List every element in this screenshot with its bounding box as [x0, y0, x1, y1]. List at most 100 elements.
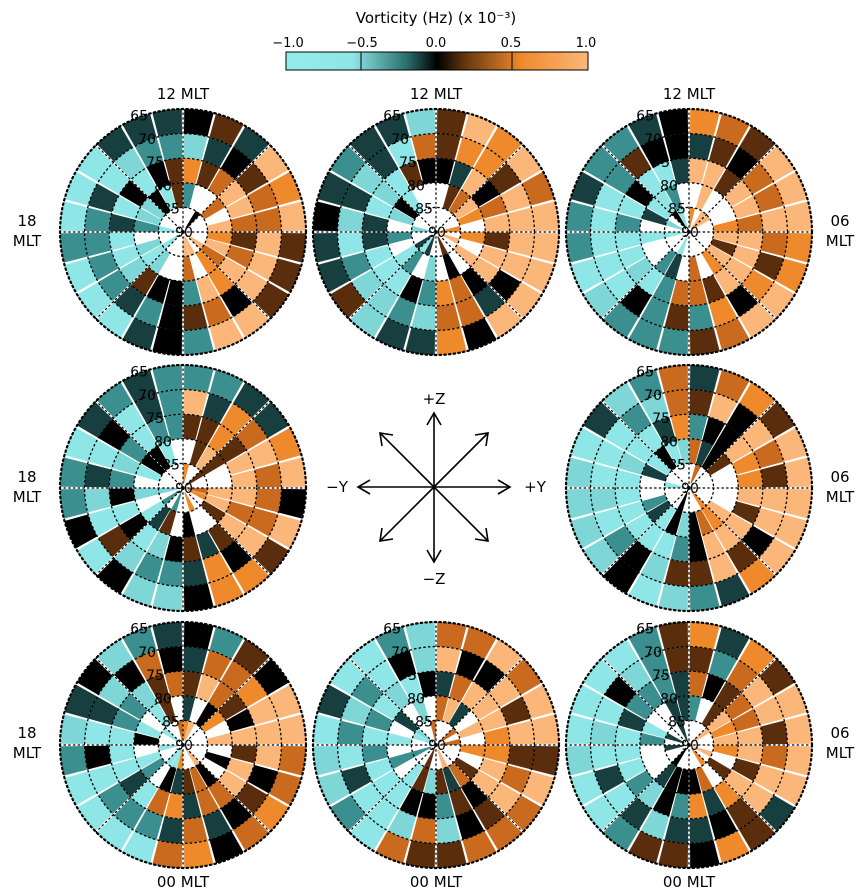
vorticity-cell: [208, 424, 235, 453]
vorticity-cell: [708, 809, 738, 840]
vorticity-cell: [208, 681, 235, 710]
vorticity-cell: [60, 714, 88, 745]
latitude-label: 75: [652, 668, 670, 684]
vorticity-cell: [590, 745, 618, 770]
vorticity-cell: [209, 626, 244, 660]
mlt-labels: 12 MLT 12 MLT 12 MLT 18 MLT 18 MLT 18 ML…: [13, 85, 855, 891]
vorticity-cell: [637, 523, 664, 552]
vorticity-cell: [278, 488, 306, 519]
vorticity-cell: [375, 113, 410, 147]
colorbar-tick-label: 0.5: [501, 36, 522, 51]
vorticity-cell: [417, 158, 436, 185]
mlt-meridian: [182, 144, 271, 233]
dial-pos-z: 65 70 75 80 85 90: [311, 107, 561, 357]
mlt-meridian: [182, 400, 271, 489]
vorticity-cell: [414, 727, 433, 743]
vorticity-cell: [131, 267, 158, 296]
vorticity-cell: [637, 267, 664, 296]
vorticity-cell: [122, 573, 157, 607]
arrowhead: [426, 549, 442, 564]
vorticity-cell: [459, 745, 486, 758]
vorticity-cell: [204, 751, 231, 770]
vorticity-cell: [278, 457, 306, 488]
vorticity-cell: [384, 780, 411, 809]
vorticity-cell: [739, 558, 776, 594]
vorticity-cell: [615, 469, 642, 488]
vorticity-cell: [590, 232, 618, 257]
mlt-meridian: [435, 657, 524, 746]
vorticity-cell: [500, 696, 531, 726]
vorticity-cell: [689, 303, 714, 331]
vorticity-cell: [690, 464, 702, 484]
vorticity-cell: [200, 710, 226, 733]
vorticity-cell: [566, 457, 594, 488]
mlt-meridian: [182, 657, 271, 746]
vorticity-cell: [412, 746, 432, 758]
vorticity-cell: [459, 232, 486, 245]
arrowhead: [356, 479, 371, 495]
vorticity-cell: [689, 109, 720, 137]
latitude-label: 90: [175, 481, 193, 497]
vorticity-cell: [590, 488, 618, 513]
vorticity-cell: [317, 258, 351, 293]
vorticity-cell: [658, 109, 689, 137]
vorticity-cell: [183, 158, 202, 185]
vorticity-cell: [691, 491, 707, 510]
vorticity-cell: [640, 137, 670, 168]
vorticity-cell: [507, 720, 535, 745]
latitude-label: 80: [660, 178, 678, 194]
vorticity-cell: [208, 780, 235, 809]
vorticity-cell: [471, 693, 500, 720]
vorticity-cell: [111, 451, 141, 475]
vorticity-cell: [152, 327, 183, 355]
vorticity-cell: [628, 113, 663, 147]
vorticity-cell: [774, 514, 808, 549]
vorticity-cell: [423, 749, 435, 769]
vorticity-cell: [134, 650, 164, 681]
vorticity-cell: [233, 302, 270, 338]
vorticity-cell: [625, 770, 654, 797]
vorticity-cell: [183, 414, 202, 441]
vorticity-cell: [784, 232, 812, 263]
vorticity-cell: [119, 257, 148, 284]
vorticity-cell: [278, 714, 306, 745]
mlt-meridian: [348, 144, 437, 233]
vorticity-cell: [500, 764, 531, 794]
vorticity-cell: [133, 732, 160, 745]
vorticity-cell: [393, 197, 419, 220]
vorticity-cell: [604, 676, 637, 708]
vorticity-cell: [531, 745, 559, 776]
vorticity-cell: [367, 660, 399, 693]
vorticity-cell: [247, 439, 278, 469]
vorticity-cell: [689, 255, 702, 282]
vorticity-cell: [109, 726, 136, 745]
vorticity-cell: [471, 180, 500, 207]
vorticity-cell: [715, 369, 750, 403]
vorticity-cell: [689, 792, 708, 819]
dial-pos-y-neg-z: 65 70 75 80 85 90: [564, 620, 814, 870]
vorticity-cell: [654, 445, 677, 471]
vorticity-cell: [664, 509, 683, 536]
vorticity-cell: [183, 583, 214, 611]
vorticity-cell: [654, 762, 677, 788]
vorticity-cell: [760, 207, 788, 232]
vorticity-cell: [158, 133, 183, 161]
vorticity-cell: [437, 236, 449, 256]
latitude-label: 90: [428, 225, 446, 241]
vorticity-cell: [691, 210, 707, 229]
vorticity-cell: [473, 147, 505, 180]
vorticity-cell: [449, 160, 473, 190]
vorticity-cell: [131, 424, 158, 453]
vorticity-cell: [628, 369, 663, 403]
vorticity-cell: [254, 463, 282, 488]
vorticity-cell: [726, 403, 758, 436]
vorticity-cell: [689, 671, 708, 698]
vorticity-cell: [628, 830, 663, 864]
vorticity-cell: [364, 708, 394, 732]
vorticity-cell: [617, 195, 647, 219]
vorticity-cell: [341, 251, 372, 281]
vorticity-cell: [652, 530, 676, 560]
mlt-meridian: [95, 744, 184, 833]
vorticity-cell: [183, 720, 190, 741]
